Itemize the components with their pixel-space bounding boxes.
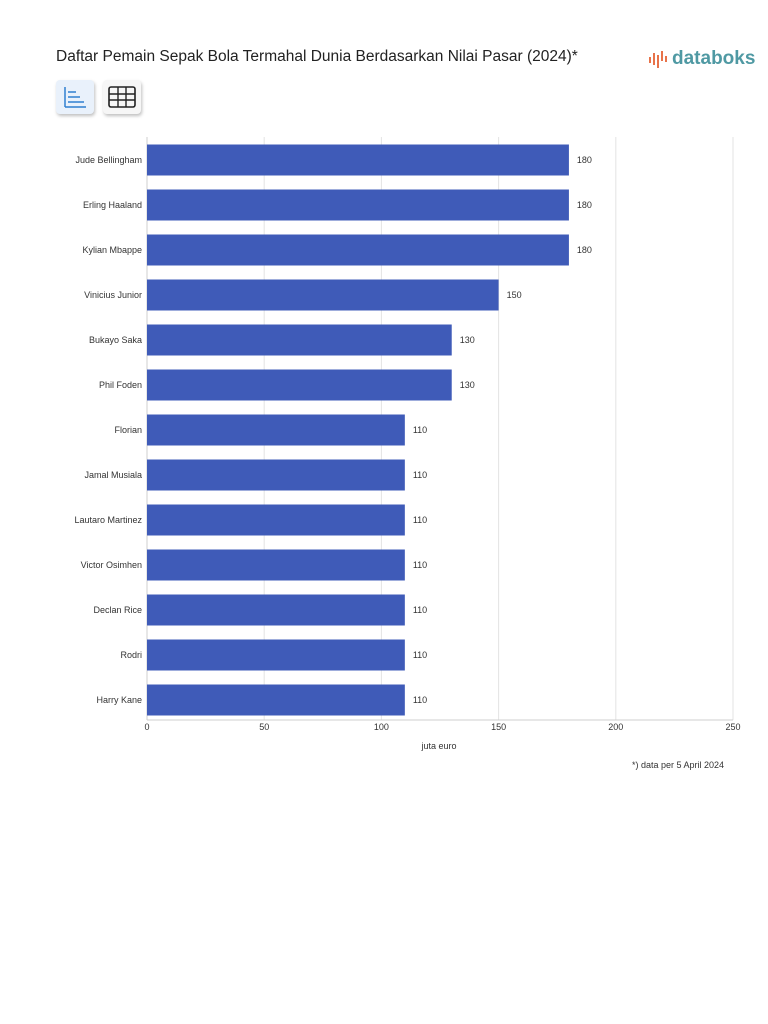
category-label: Jamal Musiala (84, 470, 142, 480)
logo-bars-icon (649, 51, 667, 68)
data-label: 110 (413, 425, 427, 435)
category-label: Declan Rice (93, 605, 142, 615)
labels: 0 50 100 150 200 250 Jude Bellingham 180 Erling … (74, 155, 740, 732)
category-label: Kylian Mbappe (82, 245, 142, 255)
bar[interactable] (147, 234, 569, 266)
bar[interactable] (147, 414, 405, 446)
bars (147, 144, 569, 716)
bar[interactable] (147, 639, 405, 671)
data-label: 130 (460, 335, 475, 345)
table-view-button[interactable] (103, 80, 141, 114)
bar[interactable] (147, 324, 452, 356)
bar[interactable] (147, 459, 405, 491)
category-label: Victor Osimhen (81, 560, 142, 570)
category-label: Jude Bellingham (75, 155, 142, 165)
x-tick-label: 250 (725, 722, 740, 732)
category-label: Rodri (120, 650, 142, 660)
x-tick-label: 200 (608, 722, 623, 732)
data-label: 110 (413, 605, 427, 615)
data-label: 180 (577, 245, 592, 255)
data-label: 180 (577, 200, 592, 210)
footnote: *) data per 5 April 2024 (631, 760, 724, 770)
x-tick-label: 100 (374, 722, 389, 732)
data-label: 180 (577, 155, 592, 165)
data-label: 110 (413, 470, 427, 480)
bar[interactable] (147, 279, 499, 311)
bar[interactable] (147, 189, 569, 221)
databoks-logo[interactable]: databoks (648, 48, 755, 70)
bar-chart: 0 50 100 150 200 250 Jude Bellingham 180 Erling … (74, 137, 741, 751)
bar[interactable] (147, 549, 405, 581)
chart-title: Daftar Pemain Sepak Bola Termahal Dunia … (56, 48, 578, 65)
category-label: Bukayo Saka (89, 335, 142, 345)
bar[interactable] (147, 369, 452, 401)
data-label: 110 (413, 650, 427, 660)
bar[interactable] (147, 594, 405, 626)
data-label: 150 (507, 290, 522, 300)
category-label: Harry Kane (96, 695, 142, 705)
category-label: Vinicius Junior (84, 290, 142, 300)
x-tick-label: 50 (259, 722, 269, 732)
x-tick-label: 150 (491, 722, 506, 732)
category-label: Erling Haaland (83, 200, 142, 210)
bar[interactable] (147, 684, 405, 716)
data-label: 110 (413, 695, 427, 705)
x-axis-label: juta euro (420, 741, 456, 751)
category-label: Phil Foden (99, 380, 142, 390)
table-grid-icon (108, 86, 136, 108)
chart-view-button[interactable] (56, 80, 94, 114)
x-tick-label: 0 (144, 722, 149, 732)
data-label: 130 (460, 380, 475, 390)
logo-text: databoks (672, 48, 756, 69)
bar[interactable] (147, 504, 405, 536)
category-label: Lautaro Martinez (74, 515, 142, 525)
bar[interactable] (147, 144, 569, 176)
bar-chart-icon (64, 87, 86, 108)
data-label: 110 (413, 515, 427, 525)
category-label: Florian (114, 425, 142, 435)
data-label: 110 (413, 560, 427, 570)
